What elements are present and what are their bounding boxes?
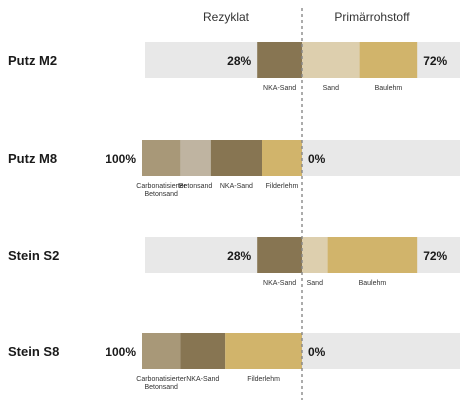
- segment-label-stein-s2-baulehm: Baulehm: [359, 280, 387, 287]
- primary-percent-stein-s2: 72%: [423, 249, 447, 263]
- segment-stein-s2-baulehm: [327, 237, 418, 273]
- segment-label-stein-s8-carbonatisierter-betonsand: Carbonatisierter Betonsand: [136, 376, 186, 391]
- recycled-percent-putz-m8: 100%: [105, 152, 136, 166]
- segment-putz-m8-filderlehm: [262, 140, 302, 176]
- recycled-percent-stein-s8: 100%: [105, 345, 136, 359]
- row-label-stein-s2: Stein S2: [8, 248, 59, 263]
- bar-segments: [142, 42, 418, 369]
- segment-putz-m2-sand: [302, 42, 360, 78]
- segment-label-stein-s2-nka-sand: NKA-Sand: [263, 280, 296, 287]
- segment-stein-s2-sand: [302, 237, 328, 273]
- segment-label-putz-m8-betonsand: Betonsand: [179, 183, 213, 190]
- segment-putz-m2-nka-sand: [257, 42, 302, 78]
- segment-putz-m8-nka-sand: [210, 140, 262, 176]
- recycled-percent-putz-m2: 28%: [227, 54, 251, 68]
- segment-label-putz-m8-carbonatisierter-betonsand: Carbonatisierter Betonsand: [136, 183, 186, 198]
- chart-labels: Putz M2 NKA-Sand Sand Baulehm 28% 72% Putz M8 C…: [8, 53, 448, 391]
- segment-stein-s2-nka-sand: [257, 237, 302, 273]
- segment-label-putz-m2-baulehm: Baulehm: [375, 85, 403, 92]
- background-bars: [145, 42, 460, 369]
- segment-stein-s8-carbonatisierter-betonsand: [142, 333, 181, 369]
- segment-label-putz-m2-nka-sand: NKA-Sand: [263, 85, 296, 92]
- segment-label-putz-m8-nka-sand: NKA-Sand: [220, 183, 253, 190]
- segment-stein-s8-nka-sand: [180, 333, 226, 369]
- primary-percent-putz-m8: 0%: [308, 152, 326, 166]
- segment-putz-m8-carbonatisierter-betonsand: [142, 140, 181, 176]
- row-label-putz-m8: Putz M8: [8, 151, 57, 166]
- primary-percent-stein-s8: 0%: [308, 345, 326, 359]
- row-label-stein-s8: Stein S8: [8, 344, 59, 359]
- segment-putz-m2-baulehm: [359, 42, 418, 78]
- segment-label-putz-m8-filderlehm: Filderlehm: [266, 183, 299, 190]
- row-label-putz-m2: Putz M2: [8, 53, 57, 68]
- primary-percent-putz-m2: 72%: [423, 54, 447, 68]
- segment-putz-m8-betonsand: [180, 140, 211, 176]
- header-primary: Primärrohstoff: [334, 10, 410, 24]
- segment-label-stein-s2-sand: Sand: [307, 280, 323, 287]
- segment-stein-s8-filderlehm: [225, 333, 302, 369]
- segment-label-stein-s8-nka-sand: NKA-Sand: [186, 376, 219, 383]
- segment-label-stein-s8-filderlehm: Filderlehm: [247, 376, 280, 383]
- segment-label-putz-m2-sand: Sand: [323, 85, 339, 92]
- header-recycled: Rezyklat: [203, 10, 250, 24]
- recycled-percent-stein-s2: 28%: [227, 249, 251, 263]
